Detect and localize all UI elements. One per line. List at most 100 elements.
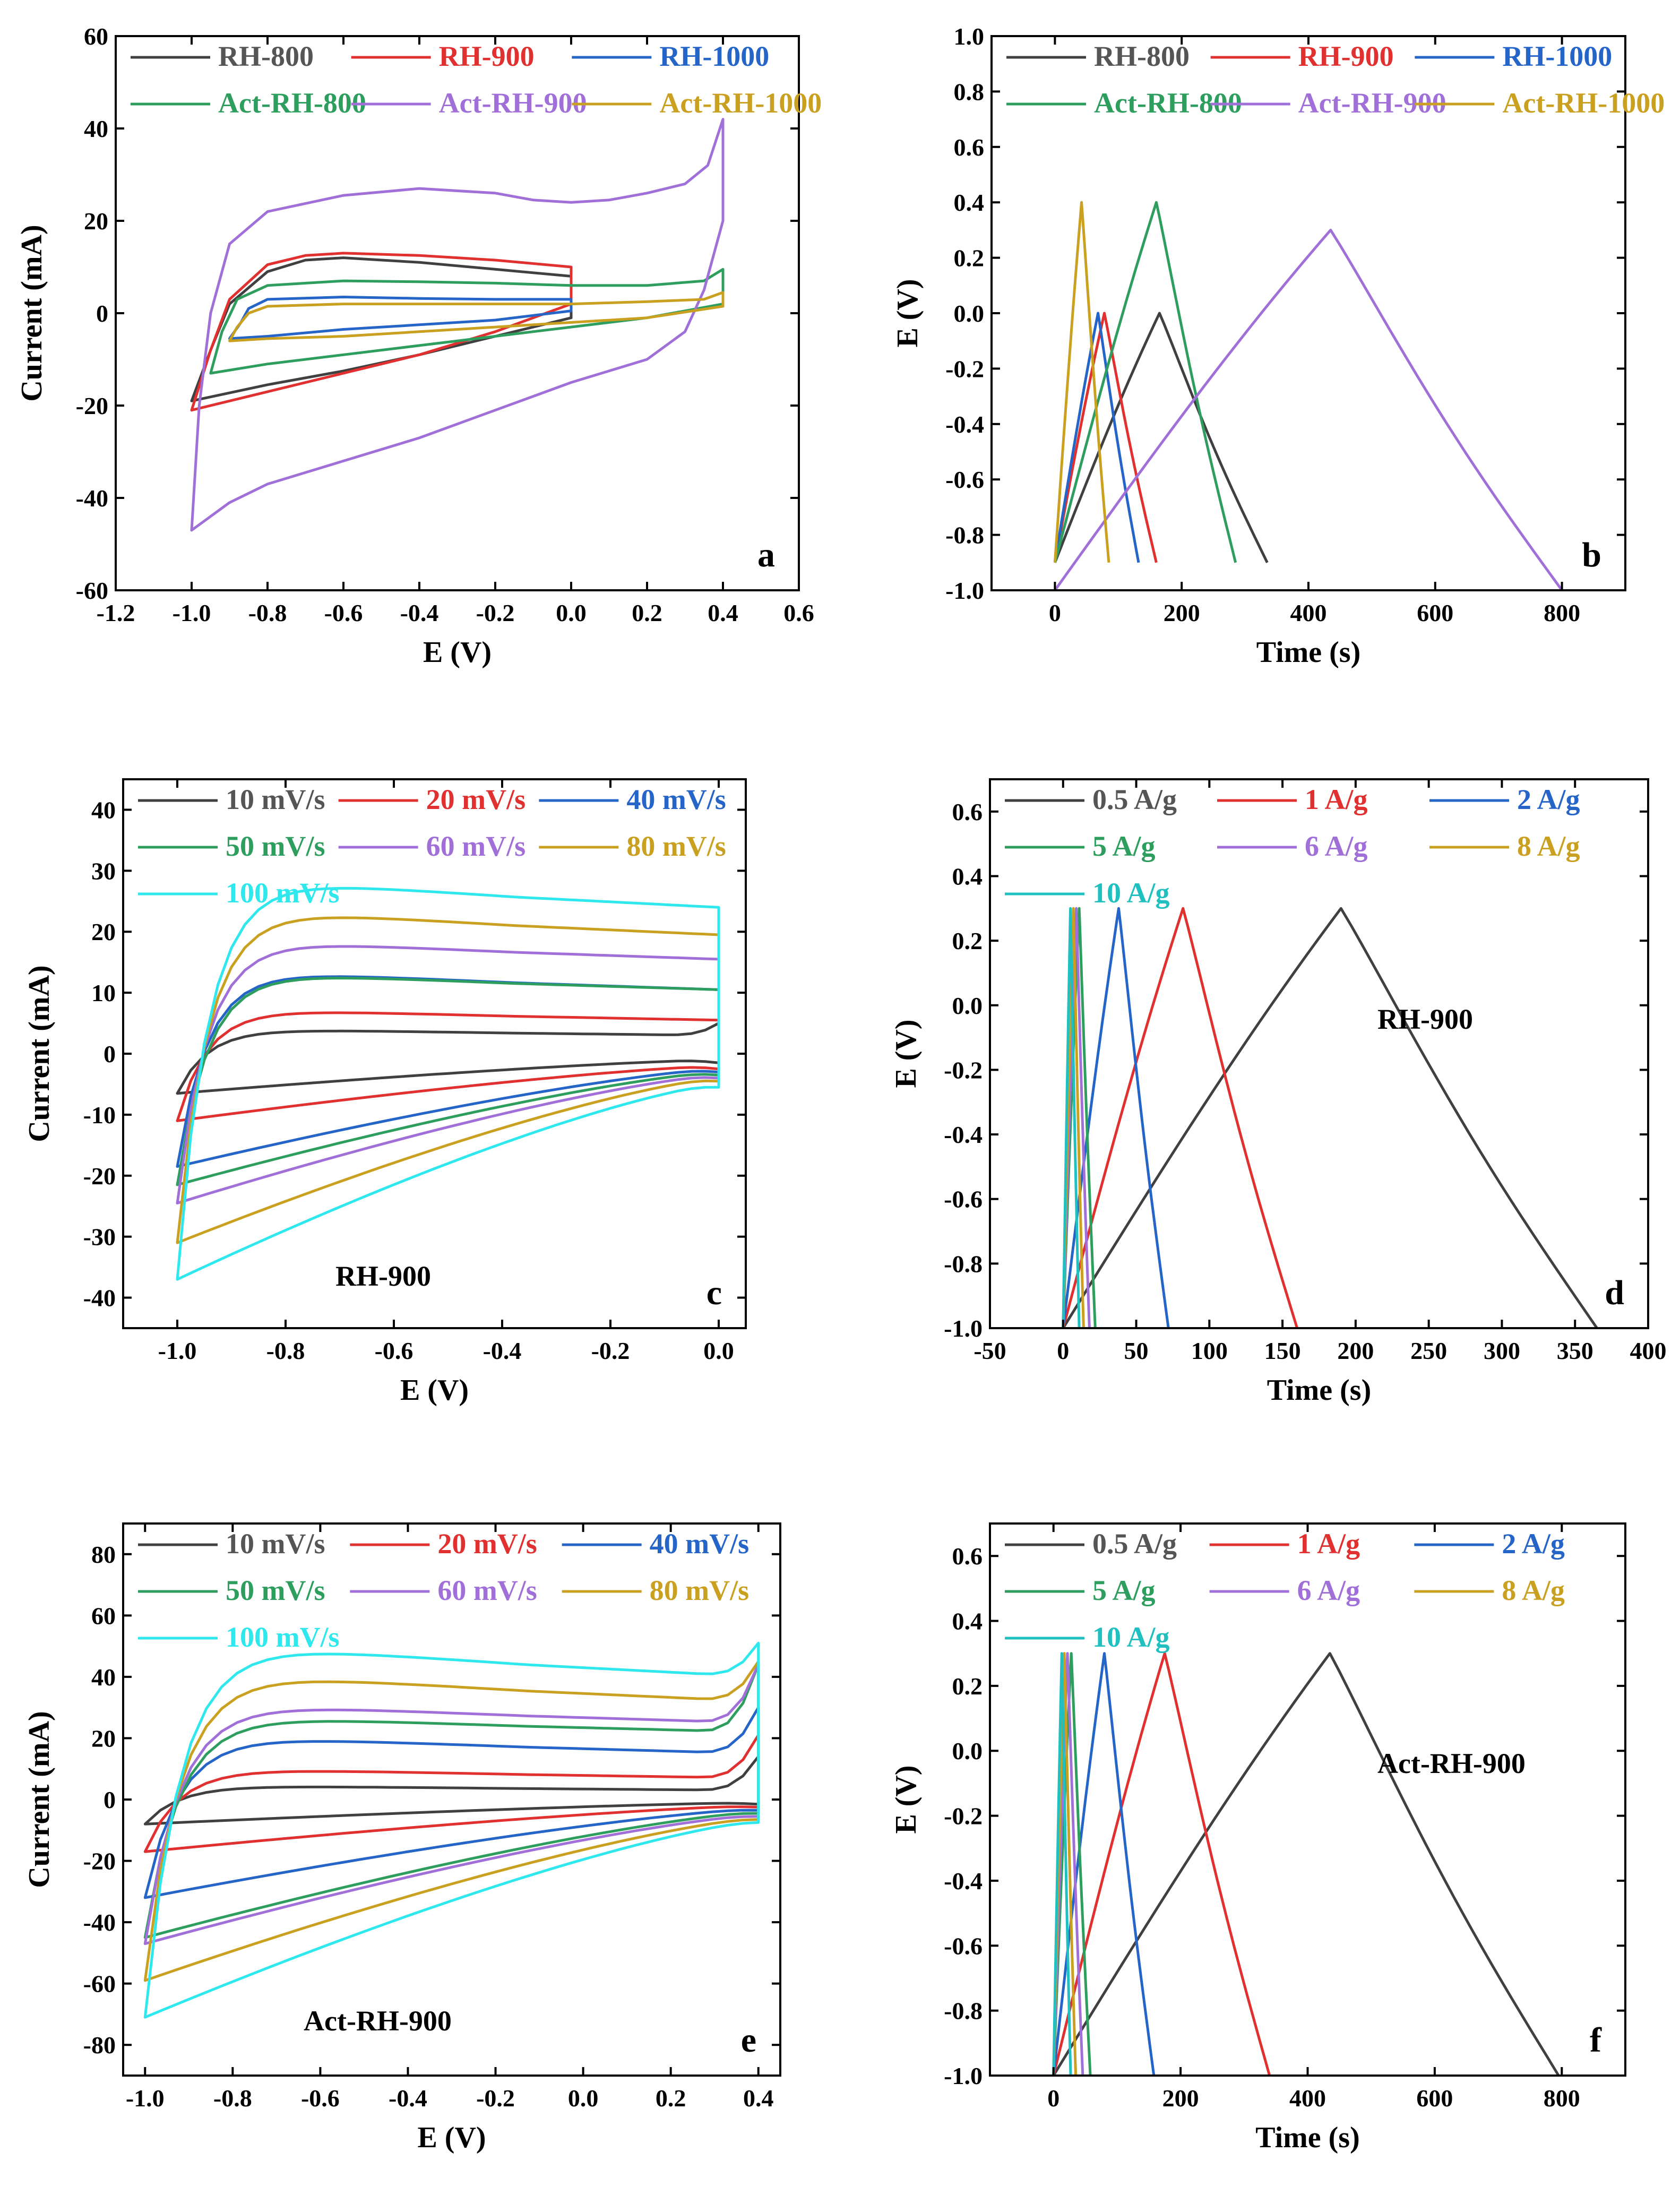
series-group <box>1053 201 1563 591</box>
plot-frame <box>990 35 1626 591</box>
series-line-d-2 <box>1062 907 1170 1329</box>
x-tick-label: 100 <box>1191 1337 1228 1364</box>
y-tick-label: 40 <box>84 115 108 142</box>
y-tick-label: -40 <box>83 1909 116 1936</box>
series-line-d-1 <box>1062 907 1299 1329</box>
y-axis-label: E (V) <box>890 1019 923 1088</box>
legend-label: Act-RH-1000 <box>659 87 822 119</box>
y-tick-label: -0.2 <box>944 1056 983 1083</box>
x-tick-label: -0.8 <box>248 599 287 626</box>
y-tick-label: 60 <box>91 1602 116 1629</box>
series-line-c-3 <box>176 977 720 1186</box>
series-group <box>143 1641 760 2019</box>
x-tick-label: 0 <box>1057 1337 1069 1364</box>
x-tick-label: -0.4 <box>389 2085 427 2112</box>
y-tick-label: -40 <box>76 485 108 512</box>
panel-d: -50 0 50 100 150 200 250 300 350 400 -1.0 -0.8 -0.6 -… <box>890 778 1667 1407</box>
series-group <box>1062 907 1598 1329</box>
y-tick-label: 20 <box>91 918 116 945</box>
legend-label: RH-900 <box>439 40 535 72</box>
y-tick-label: -0.6 <box>944 1186 983 1213</box>
y-tick-label: -80 <box>83 2032 116 2059</box>
legend-label: 100 mV/s <box>226 1621 340 1653</box>
x-tick-label: -1.0 <box>158 1337 197 1364</box>
x-tick-label: 0.4 <box>708 599 738 626</box>
x-tick-label: -0.4 <box>400 599 439 626</box>
legend-label: 6 A/g <box>1305 830 1368 862</box>
y-tick-label: -20 <box>83 1163 116 1190</box>
series-line-c-6 <box>176 886 720 1281</box>
legend-label: Act-RH-900 <box>439 87 587 119</box>
y-tick-label: -1.0 <box>944 2062 983 2089</box>
plot-frame <box>989 778 1649 1329</box>
legend-label: 1 A/g <box>1297 1528 1360 1560</box>
y-tick-label: 0.4 <box>952 1608 983 1635</box>
x-tick-label: -0.2 <box>476 599 515 626</box>
x-tick-label: -0.4 <box>483 1337 522 1364</box>
x-tick-label: 400 <box>1630 1337 1667 1364</box>
legend: 0.5 A/g 1 A/g 2 A/g 5 A/g 6 A/g 8 A/g 10 A/g <box>1005 1528 1565 1653</box>
x-tick-label: 800 <box>1544 2085 1580 2112</box>
series-line-f-6 <box>1052 1652 1072 2076</box>
panel-c: -1.0 -0.8 -0.6 -0.4 -0.2 0.0 -40 -30 -20 -10 0 10 20… <box>23 778 747 1407</box>
x-tick-label: -50 <box>973 1337 1006 1364</box>
y-tick-label: 0.4 <box>952 863 983 890</box>
x-tick-label: 0 <box>1049 599 1061 626</box>
plot-frame <box>115 35 800 591</box>
x-tick-label: 200 <box>1164 599 1200 626</box>
y-tick-label: 80 <box>91 1541 116 1568</box>
legend-label: 0.5 A/g <box>1092 784 1177 815</box>
x-tick-label: -0.6 <box>301 2085 340 2112</box>
x-tick-label: 0.0 <box>703 1337 734 1364</box>
series-line-a-5 <box>228 291 725 342</box>
x-tick-label: 600 <box>1416 2085 1453 2112</box>
legend-label: 2 A/g <box>1502 1528 1565 1560</box>
legend-label: RH-1000 <box>1502 40 1612 72</box>
panel-letter: f <box>1590 2021 1602 2060</box>
legend-label: 50 mV/s <box>226 1574 325 1606</box>
x-tick-label: 200 <box>1337 1337 1374 1364</box>
legend-label: 10 A/g <box>1092 877 1170 909</box>
legend-label: 8 A/g <box>1517 830 1580 862</box>
y-tick-label: -0.4 <box>944 1121 983 1148</box>
series-line-b-2 <box>1053 312 1140 563</box>
series-group <box>176 886 720 1281</box>
x-tick-label: 400 <box>1290 599 1327 626</box>
y-tick-label: 0 <box>104 1040 116 1068</box>
y-axis-label: E (V) <box>891 279 924 347</box>
y-tick-label: -60 <box>76 577 108 604</box>
y-tick-label: -0.8 <box>944 1250 983 1277</box>
x-tick-label: -0.6 <box>324 599 363 626</box>
legend-label: 10 mV/s <box>226 1528 325 1560</box>
series-line-a-0 <box>190 256 573 402</box>
legend: 0.5 A/g 1 A/g 2 A/g 5 A/g 6 A/g 8 A/g 10 A/g <box>1005 784 1580 909</box>
x-axis-label: E (V) <box>417 2121 486 2154</box>
y-tick-label: -0.2 <box>944 1803 983 1830</box>
legend-label: 80 mV/s <box>626 830 726 862</box>
legend-label: RH-800 <box>218 40 314 72</box>
legend-label: 40 mV/s <box>650 1528 749 1560</box>
legend-label: Act-RH-800 <box>218 87 366 119</box>
x-tick-label: -1.2 <box>97 599 135 626</box>
sample-annotation: RH-900 <box>1377 1003 1473 1035</box>
x-tick-label: 350 <box>1557 1337 1593 1364</box>
series-group <box>1052 1652 1560 2077</box>
panel-letter: c <box>707 1273 722 1312</box>
y-tick-label: 40 <box>91 796 116 823</box>
y-tick-label: 0.2 <box>954 245 985 272</box>
legend-label: 20 mV/s <box>426 784 526 815</box>
y-tick-label: -0.2 <box>945 355 984 382</box>
legend-label: 60 mV/s <box>426 830 526 862</box>
x-tick-label: 0.6 <box>783 599 814 626</box>
panel-a: -1.2 -1.0 -0.8 -0.6 -0.4 -0.2 0.0 0.2 0.4 0.6 -60 -… <box>15 23 822 669</box>
legend-label: 100 mV/s <box>226 877 340 909</box>
x-tick-label: 200 <box>1162 2085 1199 2112</box>
legend-label: 40 mV/s <box>626 784 726 815</box>
sample-annotation: RH-900 <box>335 1260 431 1292</box>
series-line-b-3 <box>1053 201 1237 563</box>
legend-label: Act-RH-1000 <box>1502 87 1665 119</box>
y-tick-label: -0.4 <box>945 411 984 438</box>
x-tick-label: 0.0 <box>556 599 587 626</box>
x-tick-label: 250 <box>1410 1337 1447 1364</box>
y-tick-label: -20 <box>83 1848 116 1875</box>
